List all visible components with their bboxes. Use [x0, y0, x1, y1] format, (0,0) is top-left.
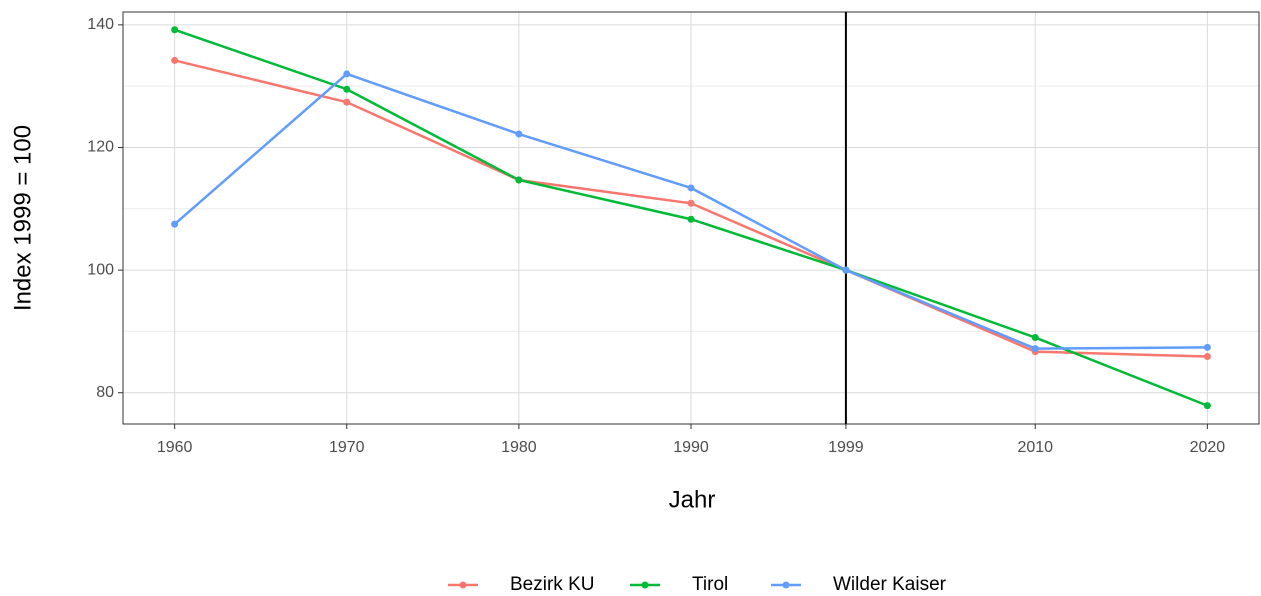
- point: [1031, 345, 1039, 353]
- point: [1203, 343, 1211, 351]
- point: [1203, 353, 1211, 361]
- panel-border: [122, 11, 1260, 425]
- point: [515, 130, 523, 138]
- legend-label: Bezirk KU: [510, 574, 594, 595]
- legend-swatch-point: [641, 581, 649, 589]
- legend-swatch-point: [459, 581, 467, 589]
- point: [343, 85, 351, 93]
- point: [1203, 402, 1211, 410]
- point: [171, 220, 179, 228]
- point: [842, 266, 850, 274]
- legend-swatch-point: [782, 581, 790, 589]
- x-tick-label: 1960: [157, 439, 193, 456]
- point: [1031, 334, 1039, 342]
- x-tick-label: 1970: [329, 439, 365, 456]
- legend-label: Wilder Kaiser: [833, 574, 947, 595]
- y-axis-label: Index 1999 = 100: [9, 125, 36, 311]
- point: [687, 215, 695, 223]
- point: [343, 70, 351, 78]
- x-tick-label: 1990: [673, 439, 709, 456]
- point: [171, 26, 179, 34]
- y-tick-label: 80: [96, 384, 114, 401]
- x-tick-label: 1999: [828, 439, 864, 456]
- point: [515, 176, 523, 184]
- point: [687, 199, 695, 207]
- x-tick-label: 2010: [1017, 439, 1053, 456]
- y-tick-label: 140: [87, 16, 114, 33]
- x-axis-label: Jahr: [669, 486, 716, 513]
- y-tick-label: 120: [87, 139, 114, 156]
- x-tick-label: 1980: [501, 439, 537, 456]
- x-tick-label: 2020: [1190, 439, 1226, 456]
- y-tick-label: 100: [87, 261, 114, 278]
- point: [687, 184, 695, 192]
- point: [171, 56, 179, 64]
- point: [343, 98, 351, 106]
- legend-label: Tirol: [692, 574, 728, 595]
